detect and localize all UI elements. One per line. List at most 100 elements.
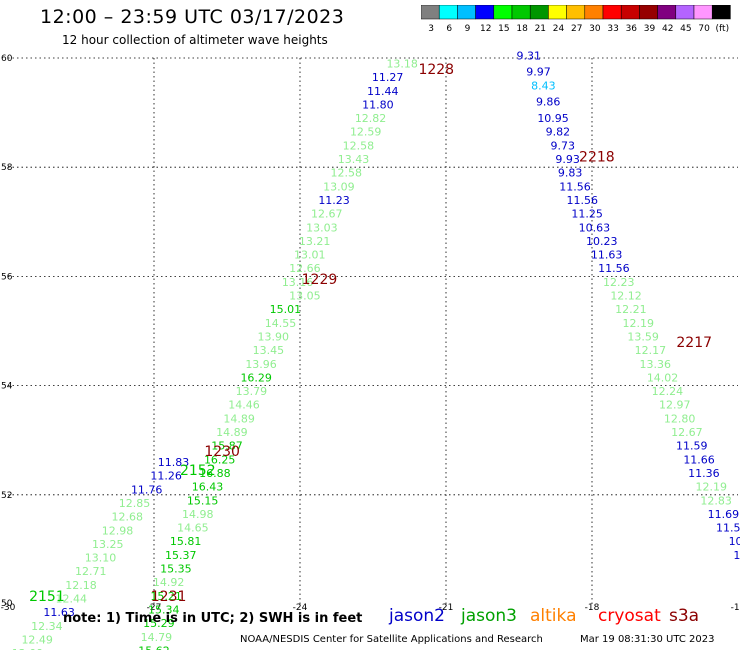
wave-height-value: 11.80 xyxy=(362,98,394,111)
x-tick-label: -21 xyxy=(439,603,454,613)
wave-height-value: 12.19 xyxy=(622,317,654,330)
wave-height-value: 11.25 xyxy=(571,208,603,221)
colorbar-label: 24 xyxy=(553,24,565,33)
wave-height-value: 16.29 xyxy=(240,371,272,384)
wave-height-value: 15.81 xyxy=(170,535,202,548)
chart-subtitle: 12 hour collection of altimeter wave hei… xyxy=(62,33,328,47)
wave-height-value: 12.58 xyxy=(330,167,362,180)
x-tick-label: -18 xyxy=(585,603,600,613)
wave-height-value: 12.21 xyxy=(615,303,647,316)
track-c: 9.319.978.439.8610.959.829.739.939.8311.… xyxy=(516,49,740,562)
pass-time-label: 2152 xyxy=(180,463,216,479)
colorbar-label: 18 xyxy=(516,24,528,33)
wave-height-value: 12.23 xyxy=(603,276,635,289)
wave-height-value: 13.21 xyxy=(299,235,331,248)
wave-height-value: 12.59 xyxy=(350,126,382,139)
colorbar-swatch xyxy=(711,5,731,20)
wave-height-value: 14.02 xyxy=(647,371,679,384)
wave-height-value: 14.98 xyxy=(182,508,214,521)
wave-height-value: 15.34 xyxy=(148,603,180,616)
y-tick-label: 54 xyxy=(1,382,13,392)
wave-height-value: 12.98 xyxy=(102,524,134,537)
wave-height-value: 12.68 xyxy=(111,511,143,524)
y-tick-label: 60 xyxy=(1,54,13,64)
wave-height-value: 9.93 xyxy=(555,153,580,166)
pass-time-label: 1228 xyxy=(418,62,454,78)
wave-height-value: 12.71 xyxy=(75,565,107,578)
colorbar-label: 36 xyxy=(626,24,638,33)
wave-height-value: 12.58 xyxy=(343,139,375,152)
wave-height-value: 12.82 xyxy=(355,112,387,125)
wave-height-value: 12.18 xyxy=(65,579,97,592)
wave-height-value: 15.37 xyxy=(165,549,197,562)
satellite-legend-jason2: jason2 xyxy=(389,606,445,626)
wave-height-value: 12.67 xyxy=(311,208,343,221)
wave-height-value: 15.15 xyxy=(187,494,219,507)
wave-height-value: 16.43 xyxy=(192,481,224,494)
wave-height-value: 10.63 xyxy=(579,221,611,234)
track-a: 13.1811.2711.4411.8012.8212.5912.5813.43… xyxy=(138,57,418,650)
wave-height-value: 13.43 xyxy=(338,153,370,166)
y-tick-label: 58 xyxy=(1,163,13,173)
wave-height-value: 12.19 xyxy=(695,481,727,494)
x-tick-label: -24 xyxy=(293,603,308,613)
wave-height-value: 15.29 xyxy=(143,617,175,630)
wave-height-value: 13.59 xyxy=(627,330,659,343)
wave-height-value: 14.89 xyxy=(223,412,255,425)
wave-height-value: 15.35 xyxy=(160,563,192,576)
wave-height-value: 12.12 xyxy=(610,290,642,303)
color-scale-legend: 3 6 9 12 15 18 21 24 27 30 33 36 39 42 45 70 (ft) xyxy=(421,5,731,33)
wave-height-value: 12.44 xyxy=(56,593,88,606)
wave-height-value: 8.43 xyxy=(531,79,556,92)
wave-height-value: 15.62 xyxy=(138,644,170,650)
wave-height-value: 13.18 xyxy=(386,57,418,70)
wave-height-value: 13.45 xyxy=(253,344,285,357)
wave-height-value: 11.56 xyxy=(559,180,591,193)
wave-height-value: 9.31 xyxy=(516,49,541,62)
wave-height-value: 15.87 xyxy=(211,440,243,453)
wave-height-value: 11.66 xyxy=(683,453,715,466)
wave-height-value: 13.10 xyxy=(85,552,117,565)
wave-height-value: 11.36 xyxy=(688,467,720,480)
wave-height-value: 13.16 xyxy=(282,276,314,289)
wave-height-value: 9.97 xyxy=(526,66,551,79)
colorbar-label: 21 xyxy=(535,24,546,33)
wave-height-value: 16.25 xyxy=(204,453,236,466)
pass-time-label: 1231 xyxy=(151,589,187,605)
wave-height-value: 11.83 xyxy=(158,456,190,469)
wave-height-value: 9.83 xyxy=(558,167,583,180)
wave-height-value: 16.88 xyxy=(199,467,231,480)
pass-time-label: 1229 xyxy=(302,272,338,288)
wave-height-value: 13.01 xyxy=(294,249,326,262)
wave-height-value: 15.01 xyxy=(270,303,302,316)
wave-height-value: 11.69 xyxy=(708,508,740,521)
wave-height-value: 12.34 xyxy=(31,620,63,633)
track-b: 11.8311.2611.7612.8512.6812.9813.2513.10… xyxy=(12,456,190,650)
wave-height-value: 9.73 xyxy=(551,139,576,152)
x-tick-label: -15 xyxy=(731,603,740,613)
wave-height-value: 12.66 xyxy=(289,262,321,275)
wave-height-value: 14.92 xyxy=(153,576,185,589)
wave-height-value: 11.23 xyxy=(318,194,350,207)
wave-height-value: 11.63 xyxy=(591,249,623,262)
colorbar-label: 42 xyxy=(662,24,673,33)
colorbar-label: 15 xyxy=(498,24,509,33)
pass-time-label: 2217 xyxy=(676,335,712,351)
wave-height-value: 13.25 xyxy=(92,538,124,551)
wave-height-value: 14.79 xyxy=(141,631,173,644)
colorbar-label: 27 xyxy=(571,24,582,33)
y-tick-label: 50 xyxy=(1,599,13,609)
wave-height-value: 13.05 xyxy=(289,290,321,303)
wave-height-value: 11.56 xyxy=(598,262,630,275)
wave-height-value: 12.80 xyxy=(664,412,696,425)
grid: -30 -27 -24 -21 -18 -15 52 54 56 58 60 50 xyxy=(1,54,740,613)
chart-title: 12:00 – 23:59 UTC 03/17/2023 xyxy=(40,6,345,28)
wave-height-value: 10.95 xyxy=(537,112,569,125)
wave-height-value: 11.56 xyxy=(567,194,599,207)
wave-height-value: 13.79 xyxy=(236,385,268,398)
wave-height-value: 13.09 xyxy=(323,180,355,193)
wave-height-value: 11.26 xyxy=(150,470,182,483)
wave-height-value: 14.89 xyxy=(216,426,248,439)
wave-height-value: 11.27 xyxy=(372,71,404,84)
